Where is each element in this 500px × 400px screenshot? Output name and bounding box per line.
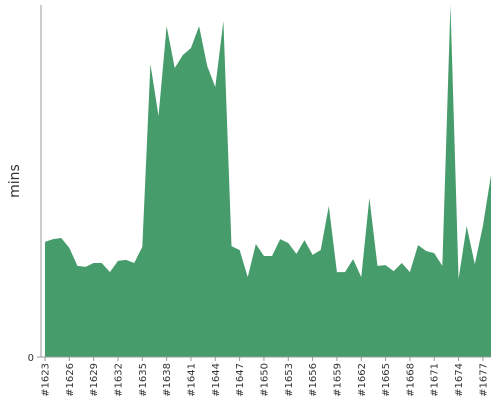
x-tick-label: #1671 [430, 363, 441, 397]
x-tick-label: #1677 [478, 363, 489, 397]
x-tick-label: #1644 [211, 363, 222, 397]
x-tick-label: #1650 [259, 363, 270, 397]
x-tick-label: #1674 [454, 363, 465, 397]
x-tick-label: #1659 [332, 363, 343, 397]
x-tick-label: #1623 [41, 363, 52, 397]
area [45, 5, 491, 357]
x-tick-label: #1635 [138, 363, 149, 397]
x-tick-label: #1647 [235, 363, 246, 397]
x-tick-label: #1629 [89, 363, 100, 397]
x-tick-label: #1662 [357, 363, 368, 397]
x-tick-label: #1632 [113, 363, 124, 397]
x-tick-label: #1638 [162, 363, 173, 397]
x-tick-label: #1641 [186, 363, 197, 397]
x-tick-label: #1626 [65, 363, 76, 397]
x-tick-label: #1665 [381, 363, 392, 397]
y-tick-label: 0 [28, 353, 34, 364]
x-tick-label: #1656 [308, 363, 319, 397]
y-axis-label: mins [7, 164, 23, 198]
x-tick-label: #1653 [284, 363, 295, 397]
x-tick-label: #1668 [405, 363, 416, 397]
